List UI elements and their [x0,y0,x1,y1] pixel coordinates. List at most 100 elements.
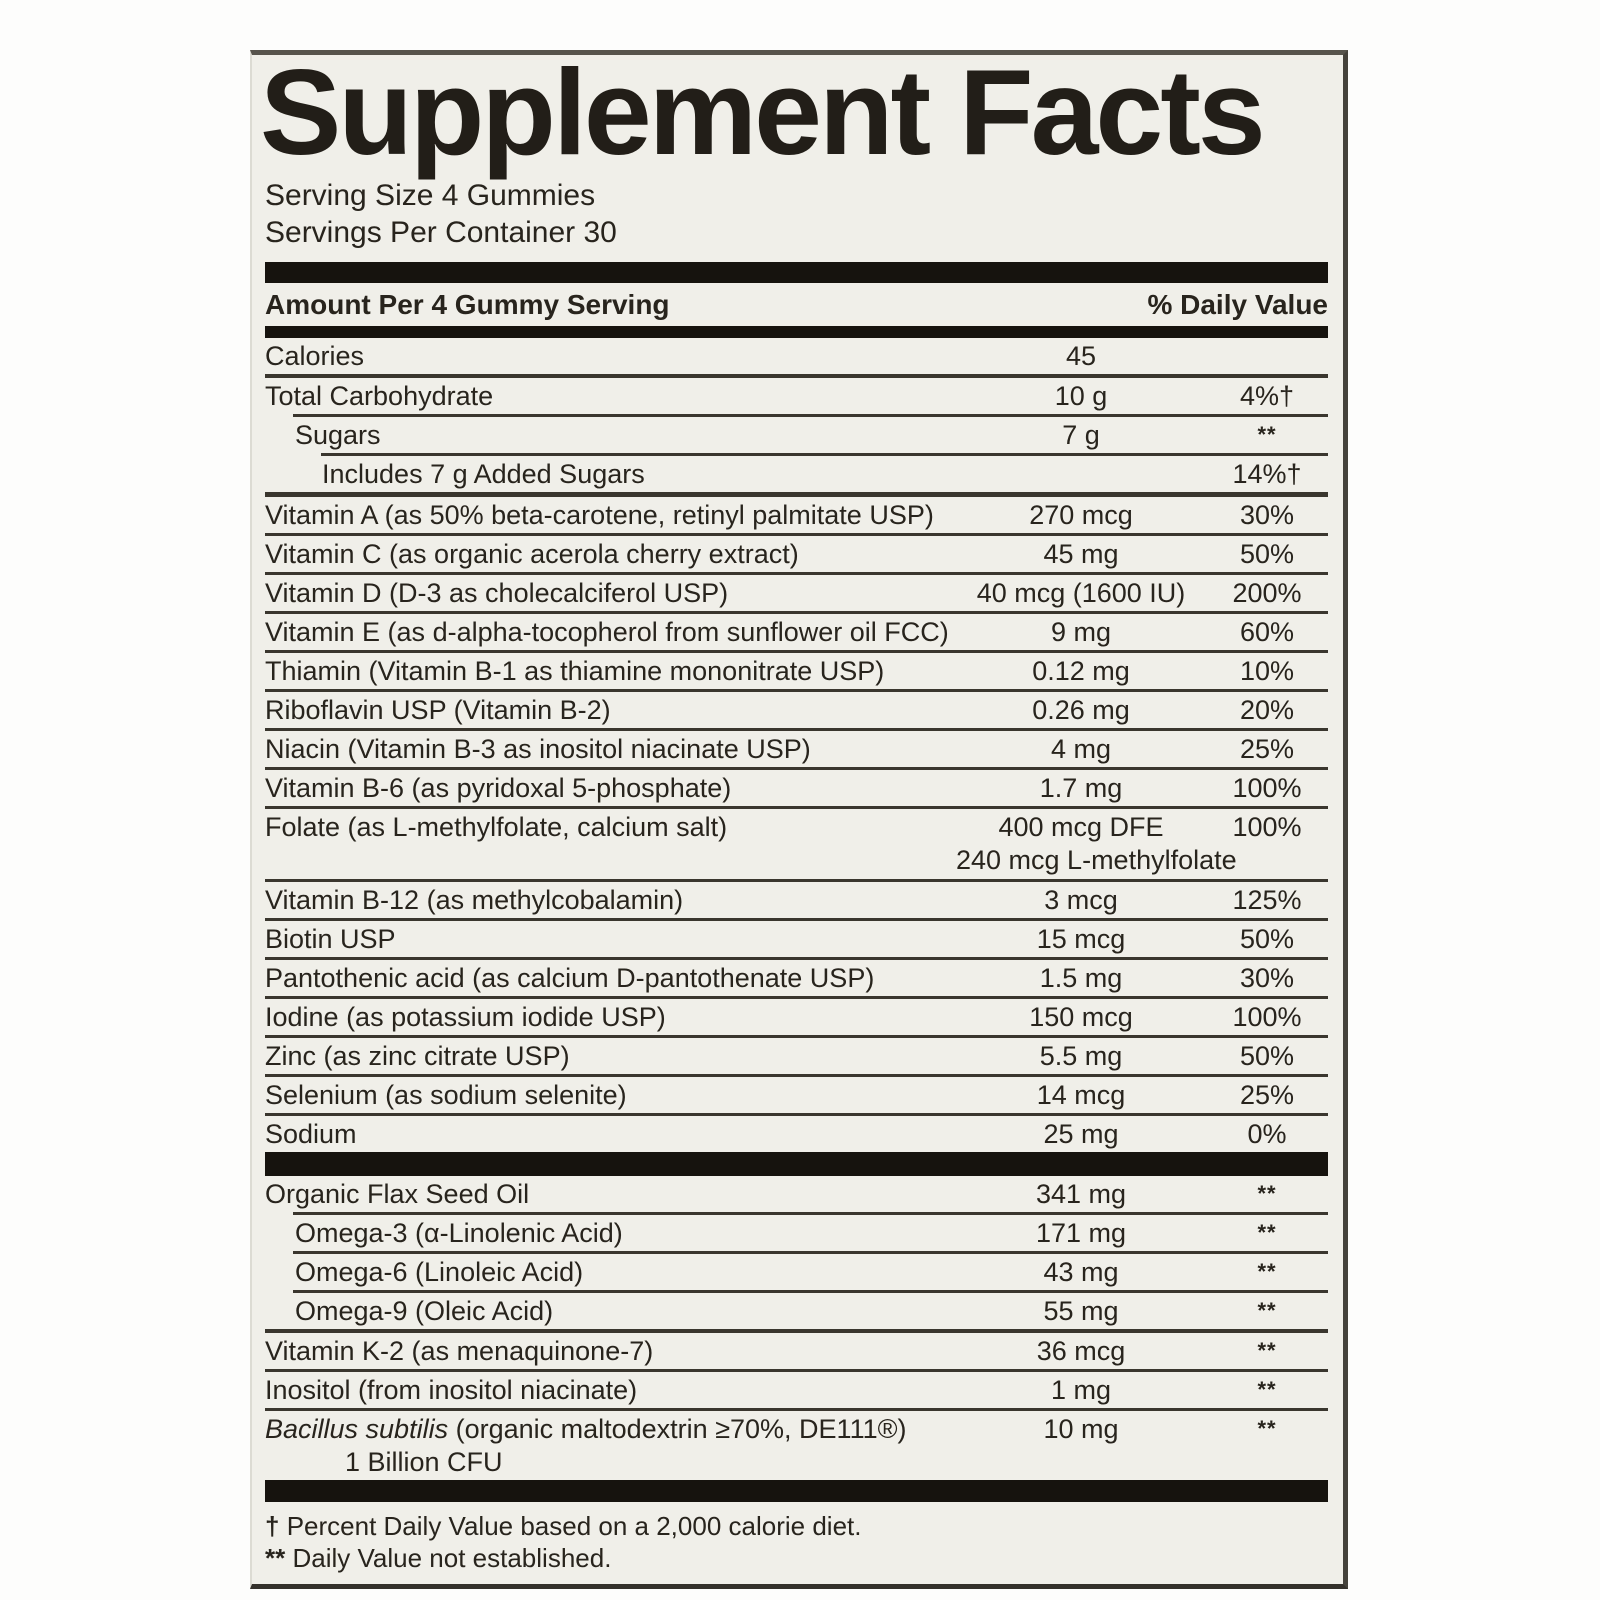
nutrient-name: Folate (as L-methylfolate, calcium salt) [265,812,728,842]
nutrient-daily-value: 25% [1239,1080,1295,1110]
nutrient-name: Zinc (as zinc citrate USP) [265,1041,570,1071]
footnote-daily-value: † Percent Daily Value based on a 2,000 c… [265,1511,862,1541]
row-separator [265,1408,1328,1411]
header-divider-bar [265,326,1328,338]
nutrient-amount: 0.26 mg [1032,695,1130,725]
nutrient-amount: 150 mcg [1029,1002,1133,1032]
table-row: Vitamin B-12 (as methylcobalamin) 3 mcg 12… [265,882,1328,918]
nutrient-daily-value: 125% [1232,885,1302,915]
nutrient-daily-value: 4%† [1239,381,1295,411]
nutrient-name: Includes 7 g Added Sugars [322,459,645,489]
nutrient-daily-value: ** [1257,1416,1277,1441]
servings-per-container: Servings Per Container 30 [265,216,617,249]
table-row: Omega-6 (Linoleic Acid) 43 mg ** [265,1254,1328,1290]
nutrient-daily-value: 10% [1239,656,1295,686]
nutrient-daily-value: 60% [1239,617,1295,647]
nutrient-amount: 1 mg [1050,1375,1112,1405]
table-row: Folate (as L-methylfolate, calcium salt)… [265,809,1328,879]
nutrient-amount: 1.7 mg [1039,773,1123,803]
table-row: Niacin (Vitamin B-3 as inositol niacinat… [265,731,1328,767]
nutrient-name: Vitamin E (as d-alpha-tocopherol from su… [265,617,949,647]
table-row: Omega-3 (α-Linolenic Acid) 171 mg ** [265,1215,1328,1251]
nutrient-amount: 45 mg [1043,539,1119,569]
nutrient-daily-value: 50% [1239,924,1295,954]
nutrient-amount: 25 mg [1043,1119,1119,1149]
nutrient-daily-value: 50% [1239,539,1295,569]
row-separator [265,533,1328,536]
nutrient-name: Vitamin A (as 50% beta-carotene, retinyl… [265,500,934,530]
nutrient-amount: 4 mg [1050,734,1112,764]
nutrient-amount: 5.5 mg [1039,1041,1123,1071]
table-row: Vitamin C (as organic acerola cherry ext… [265,536,1328,572]
dagger-symbol: † [265,1511,280,1541]
row-separator [321,453,1328,456]
table-row: Omega-9 (Oleic Acid) 55 mg ** [265,1293,1328,1329]
nutrient-amount: 40 mcg (1600 IU) [976,578,1186,608]
table-row: Pantothenic acid (as calcium D-pantothen… [265,960,1328,996]
nutrient-amount: 10 g [1054,381,1108,411]
nutrient-daily-value: ** [1257,422,1277,447]
table-header-row: Amount Per 4 Gummy Serving % Daily Value [265,283,1328,326]
nutrient-daily-value: 14%† [1232,459,1302,489]
section-divider-bar-top [265,262,1328,283]
nutrient-daily-value: 200% [1232,578,1302,608]
nutrient-name: Omega-6 (Linoleic Acid) [295,1257,584,1287]
row-separator [265,996,1328,999]
nutrient-name: Iodine (as potassium iodide USP) [265,1002,666,1032]
table-row: Riboflavin USP (Vitamin B-2) 0.26 mg 20% [265,692,1328,728]
nutrient-amount: 341 mg [1035,1179,1127,1209]
nutrient-amount: 0.12 mg [1032,656,1130,686]
row-separator [265,728,1328,731]
table-row: Vitamin D (D-3 as cholecalciferol USP) 40… [265,575,1328,611]
nutrient-amount: 45 [1065,341,1097,371]
nutrient-name: Pantothenic acid (as calcium D-pantothen… [265,963,875,993]
row-separator [265,1329,1328,1333]
section-divider-bar-middle [265,1152,1328,1176]
nutrient-name: Calories [265,341,365,371]
nutrient-daily-value: 0% [1247,1119,1287,1149]
nutrient-name: Bacillus subtilis (organic maltodextrin … [265,1414,907,1477]
serving-size: Serving Size 4 Gummies [265,179,596,212]
nutrient-daily-value: 100% [1232,812,1302,842]
nutrient-amount: 43 mg [1043,1257,1119,1287]
double-asterisk-symbol: ** [265,1543,286,1573]
nutrient-name: Organic Flax Seed Oil [265,1179,530,1209]
nutrient-amount: 400 mcg DFE 240 mcg L-methylfolate [956,812,1237,875]
nutrient-name: Thiamin (Vitamin B-1 as thiamine mononit… [265,656,885,686]
facts-rows-section-2: Organic Flax Seed Oil 341 mg ** Omega-3 (α-… [265,1176,1328,1480]
row-separator [265,492,1328,497]
nutrient-daily-value: 50% [1239,1041,1295,1071]
table-row: Includes 7 g Added Sugars 14%† [265,456,1328,492]
row-separator [265,374,1328,378]
row-separator [293,1251,1328,1254]
table-row: Total Carbohydrate 10 g 4%† [265,378,1328,414]
nutrient-name: Vitamin B-12 (as methylcobalamin) [265,885,684,915]
table-row: Calories 45 [265,338,1328,374]
nutrient-daily-value: ** [1257,1259,1277,1284]
row-separator [265,767,1328,770]
row-separator [265,806,1328,809]
row-separator [265,1113,1328,1116]
row-separator [265,879,1328,882]
nutrient-daily-value: ** [1257,1377,1277,1402]
table-row: Vitamin B-6 (as pyridoxal 5-phosphate) 1.… [265,770,1328,806]
nutrient-name: Selenium (as sodium selenite) [265,1080,627,1110]
table-row: Vitamin E (as d-alpha-tocopherol from su… [265,614,1328,650]
table-row: Sugars 7 g ** [265,417,1328,453]
nutrient-name: Total Carbohydrate [265,381,494,411]
section-divider-bar-bottom [265,1480,1328,1502]
row-separator [265,1074,1328,1077]
nutrient-daily-value: 25% [1239,734,1295,764]
nutrient-daily-value: ** [1257,1181,1277,1206]
row-separator [265,689,1328,692]
nutrient-daily-value: ** [1257,1338,1277,1363]
nutrient-daily-value: ** [1257,1220,1277,1245]
row-separator [293,414,1328,417]
nutrient-amount: 9 mg [1050,617,1112,647]
nutrient-daily-value: 30% [1239,500,1295,530]
row-separator [265,918,1328,921]
table-row: Organic Flax Seed Oil 341 mg ** [265,1176,1328,1212]
footnotes: † Percent Daily Value based on a 2,000 c… [265,1502,1328,1576]
footnote-not-established: ** Daily Value not established. [265,1543,612,1573]
